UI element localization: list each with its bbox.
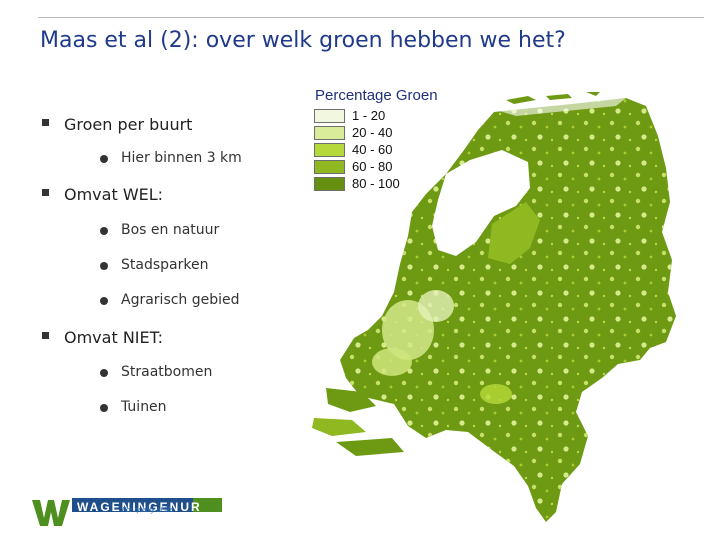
- logo-name: WAGENINGEN: [77, 500, 181, 514]
- dot-bullet-icon: [100, 227, 108, 235]
- dot-bullet-icon: [100, 404, 108, 412]
- subbullet-text: Agrarisch gebied: [121, 292, 240, 308]
- top-rule: [38, 17, 704, 18]
- map-land: [312, 92, 676, 522]
- subbullet-text: Stadsparken: [121, 257, 209, 273]
- wadden-sea: [496, 98, 626, 116]
- legend-swatch: [314, 126, 345, 140]
- map-legend-title: Percentage Groen: [315, 87, 438, 104]
- dot-bullet-icon: [100, 262, 108, 270]
- legend-label: 80 - 100: [352, 176, 400, 191]
- square-bullet-icon: [42, 119, 49, 126]
- ijsselmeer-water: [432, 150, 530, 256]
- legend-swatch: [314, 109, 345, 123]
- logo-tagline: For quality of life: [122, 507, 174, 514]
- legend-label: 20 - 40: [352, 125, 393, 140]
- dot-bullet-icon: [100, 155, 108, 163]
- dot-bullet-icon: [100, 369, 108, 377]
- legend-swatch: [314, 160, 345, 174]
- legend-swatch: [314, 177, 345, 191]
- legend-label: 40 - 60: [352, 142, 393, 157]
- logo-suffix: UR: [180, 500, 202, 514]
- flevoland-polder: [488, 202, 540, 264]
- subbullet-text: Hier binnen 3 km: [121, 150, 242, 166]
- subbullet-text: Tuinen: [121, 399, 167, 415]
- logo-wordmark: WAGENINGENUR: [77, 500, 202, 514]
- square-bullet-icon: [42, 189, 49, 196]
- bullet-text: Groen per buurt: [64, 115, 193, 134]
- legend-label: 1 - 20: [352, 108, 386, 123]
- dot-bullet-icon: [100, 297, 108, 305]
- legend-label: 60 - 80: [352, 159, 393, 174]
- square-bullet-icon: [42, 332, 49, 339]
- subbullet-text: Bos en natuur: [121, 222, 220, 238]
- slide-title: Maas et al (2): over welk groen hebben w…: [40, 28, 566, 53]
- subbullet-text: Straatbomen: [121, 364, 213, 380]
- bullet-text: Omvat NIET:: [64, 328, 164, 347]
- wageningen-ur-logo: [32, 498, 222, 526]
- legend-swatch: [314, 143, 345, 157]
- netherlands-green-map: [312, 92, 676, 522]
- bullet-text: Omvat WEL:: [64, 185, 164, 204]
